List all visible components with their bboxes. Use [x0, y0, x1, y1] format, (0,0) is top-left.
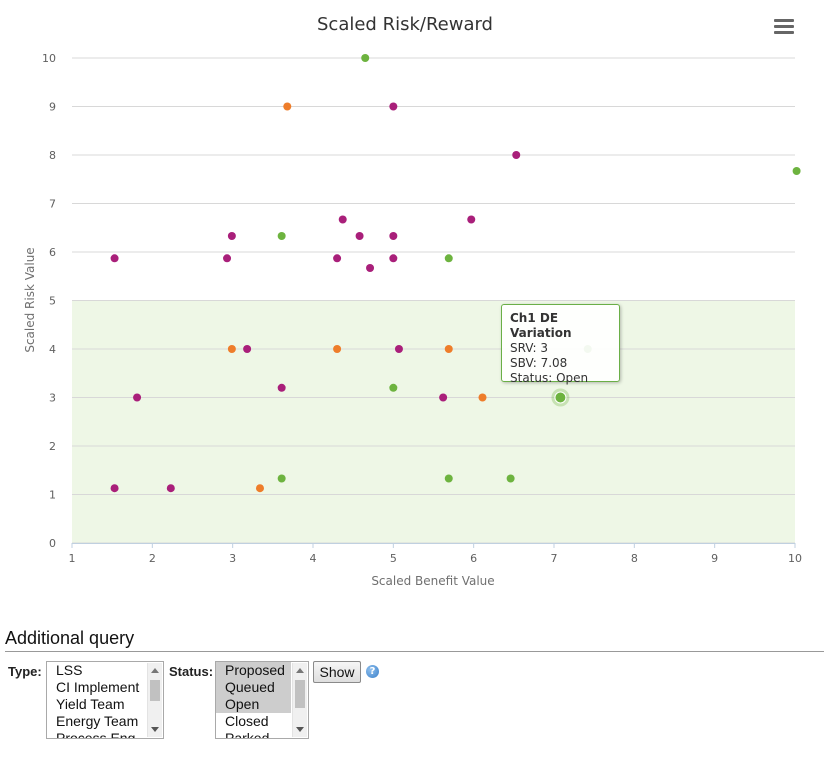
scatter-point[interactable] — [361, 54, 370, 62]
type-listbox-scrollbar[interactable] — [147, 663, 162, 737]
status-option[interactable]: Queued — [216, 679, 291, 696]
type-option[interactable]: LSS — [56, 662, 83, 678]
scatter-point[interactable] — [506, 474, 515, 483]
scatter-point[interactable] — [223, 254, 232, 263]
x-tick-label: 7 — [551, 552, 558, 565]
status-option[interactable]: Proposed — [216, 662, 291, 679]
x-tick-label: 6 — [470, 552, 477, 565]
status-listbox-scrollbar[interactable] — [292, 663, 307, 737]
x-tick-label: 1 — [69, 552, 76, 565]
scatter-point[interactable] — [444, 345, 453, 353]
chart-container: 0 1 2 3 4 5 6 7 8 9 10 1 2 3 4 5 6 7 8 9 10 Scaled Risk/Rew… — [23, 14, 802, 588]
scatter-point[interactable] — [333, 345, 342, 353]
status-option[interactable]: Parked — [225, 730, 270, 739]
x-tick-label: 8 — [631, 552, 638, 565]
scatter-point[interactable] — [355, 231, 364, 240]
y-tick-label: 7 — [49, 198, 56, 211]
type-option[interactable]: CI Implement — [56, 679, 140, 695]
scatter-point[interactable] — [444, 254, 453, 263]
scatter-point[interactable] — [338, 215, 347, 224]
scatter-point[interactable] — [439, 393, 448, 402]
scroll-up-icon[interactable] — [296, 668, 304, 673]
x-tick-label: 9 — [711, 552, 718, 565]
highlight-band — [72, 300, 795, 543]
tooltip-sbv: SBV: 7.08 — [510, 356, 568, 370]
type-option[interactable]: Yield Team — [56, 696, 125, 712]
status-label: Status: — [169, 664, 214, 679]
scatter-point[interactable] — [792, 167, 801, 176]
scatter-point[interactable] — [255, 484, 264, 493]
scatter-point[interactable] — [110, 484, 119, 493]
scatter-point[interactable] — [243, 345, 252, 353]
status-option[interactable]: Closed — [225, 713, 269, 729]
scroll-down-icon[interactable] — [296, 727, 304, 732]
scatter-point[interactable] — [512, 151, 521, 159]
scatter-point[interactable] — [467, 215, 476, 224]
x-tick-label: 10 — [788, 552, 802, 565]
scatter-point[interactable] — [444, 474, 453, 483]
y-tick-label: 2 — [49, 440, 56, 453]
x-tick-label: 4 — [310, 552, 317, 565]
scatter-point[interactable] — [277, 474, 286, 483]
scatter-point[interactable] — [389, 383, 398, 392]
tooltip-srv: SRV: 3 — [510, 341, 549, 355]
x-tick-label: 3 — [229, 552, 236, 565]
scatter-point[interactable] — [283, 102, 292, 111]
scroll-down-icon[interactable] — [151, 727, 159, 732]
scatter-point[interactable] — [227, 345, 236, 353]
scroll-up-icon[interactable] — [151, 668, 159, 673]
y-tick-label: 6 — [49, 246, 56, 259]
y-tick-label: 5 — [49, 295, 56, 308]
scatter-point[interactable] — [389, 102, 398, 111]
scatter-point[interactable] — [227, 231, 236, 240]
type-option[interactable]: Energy Team — [56, 713, 139, 729]
y-axis-title: Scaled Risk Value — [23, 247, 37, 352]
scatter-point[interactable] — [133, 393, 142, 402]
scatter-point[interactable] — [389, 231, 398, 240]
scatter-point[interactable] — [394, 345, 403, 353]
y-tick-label: 3 — [49, 392, 56, 405]
scatter-point[interactable] — [277, 231, 286, 240]
point-tooltip: Ch1 DE Variation SRV: 3 SBV: 7.08 Status… — [501, 304, 620, 385]
heading-divider — [5, 651, 824, 652]
tooltip-status: Status: Open — [510, 371, 589, 385]
x-tick-label: 5 — [390, 552, 397, 565]
status-listbox[interactable]: Proposed Queued Open Closed Parked — [215, 661, 309, 739]
status-option[interactable]: Open — [216, 696, 291, 713]
scroll-thumb[interactable] — [295, 680, 305, 708]
type-label: Type: — [8, 664, 42, 679]
scatter-point[interactable] — [110, 254, 119, 263]
scatter-point[interactable] — [389, 254, 398, 263]
x-axis-title: Scaled Benefit Value — [371, 574, 494, 588]
y-tick-label: 8 — [49, 149, 56, 162]
scatter-point[interactable] — [366, 264, 375, 273]
help-icon[interactable]: ? — [366, 665, 379, 678]
type-listbox[interactable]: LSS CI Implement Yield Team Energy Team Proc… — [46, 661, 164, 739]
type-option[interactable]: Process Eng — [56, 730, 136, 739]
scatter-point[interactable] — [478, 393, 487, 402]
chart-title: Scaled Risk/Reward — [317, 14, 493, 35]
y-tick-label: 9 — [49, 101, 56, 114]
y-tick-label: 0 — [49, 537, 56, 550]
y-tick-label: 4 — [49, 343, 56, 356]
tooltip-title: Ch1 DE Variation — [510, 311, 572, 340]
hamburger-menu-icon[interactable] — [772, 16, 796, 38]
additional-query-heading: Additional query — [5, 628, 135, 648]
scroll-thumb[interactable] — [150, 680, 160, 701]
scatter-point[interactable] — [333, 254, 342, 263]
y-tick-label: 1 — [49, 489, 56, 502]
scatter-point[interactable] — [166, 484, 175, 493]
x-tick-label: 2 — [149, 552, 156, 565]
show-button[interactable]: Show — [313, 661, 361, 683]
scatter-point-hovered[interactable] — [554, 391, 567, 404]
y-tick-label: 10 — [42, 52, 56, 65]
scatter-point[interactable] — [277, 383, 286, 392]
